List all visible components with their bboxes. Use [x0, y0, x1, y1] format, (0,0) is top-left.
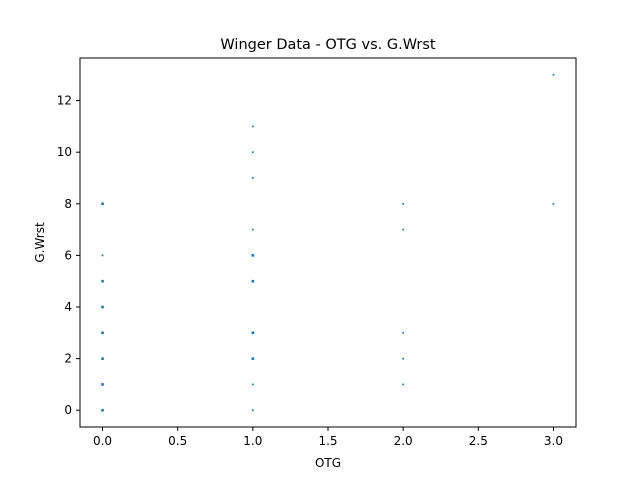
y-tick-label: 4 — [64, 300, 72, 314]
y-tick-label: 12 — [57, 94, 72, 108]
x-axis-ticks: 0.0 0.5 1.0 1.5 2.0 2.5 3.0 — [93, 427, 563, 448]
y-tick-label: 6 — [64, 248, 72, 262]
data-point — [251, 357, 255, 360]
y-tick-label: 8 — [64, 197, 72, 211]
y-axis-label: G.Wrst — [33, 222, 47, 263]
data-point — [402, 331, 405, 334]
data-point — [251, 151, 254, 154]
y-tick-label: 2 — [64, 352, 72, 366]
data-point — [251, 331, 255, 335]
data-points — [101, 73, 555, 412]
data-point — [101, 383, 104, 386]
x-axis-label: OTG — [315, 456, 341, 470]
data-point — [101, 331, 104, 335]
data-point — [552, 73, 555, 76]
data-point — [251, 409, 254, 412]
data-point — [101, 357, 104, 360]
data-point — [251, 228, 254, 231]
data-point — [101, 305, 104, 309]
data-point — [101, 279, 104, 283]
data-point — [251, 279, 255, 283]
y-tick-label: 10 — [57, 145, 72, 159]
chart-title: Winger Data - OTG vs. G.Wrst — [220, 37, 436, 53]
data-point — [101, 254, 104, 257]
data-point — [251, 254, 255, 257]
y-axis-ticks: 0 2 4 6 8 10 12 — [57, 94, 80, 417]
data-point — [402, 228, 405, 231]
data-point — [402, 202, 405, 205]
data-point — [251, 383, 254, 386]
x-tick-label: 2.5 — [469, 434, 488, 448]
data-point — [552, 202, 555, 205]
data-point — [402, 357, 405, 360]
data-point — [251, 125, 254, 128]
data-point — [101, 408, 104, 412]
data-point — [101, 202, 104, 206]
x-tick-label: 2.0 — [394, 434, 413, 448]
data-point — [251, 177, 254, 179]
x-tick-label: 1.0 — [243, 434, 262, 448]
x-tick-label: 0.0 — [93, 434, 112, 448]
x-tick-label: 1.5 — [318, 434, 337, 448]
data-point — [402, 383, 405, 386]
y-tick-label: 0 — [64, 403, 72, 417]
x-tick-label: 0.5 — [168, 434, 187, 448]
x-tick-label: 3.0 — [544, 434, 563, 448]
